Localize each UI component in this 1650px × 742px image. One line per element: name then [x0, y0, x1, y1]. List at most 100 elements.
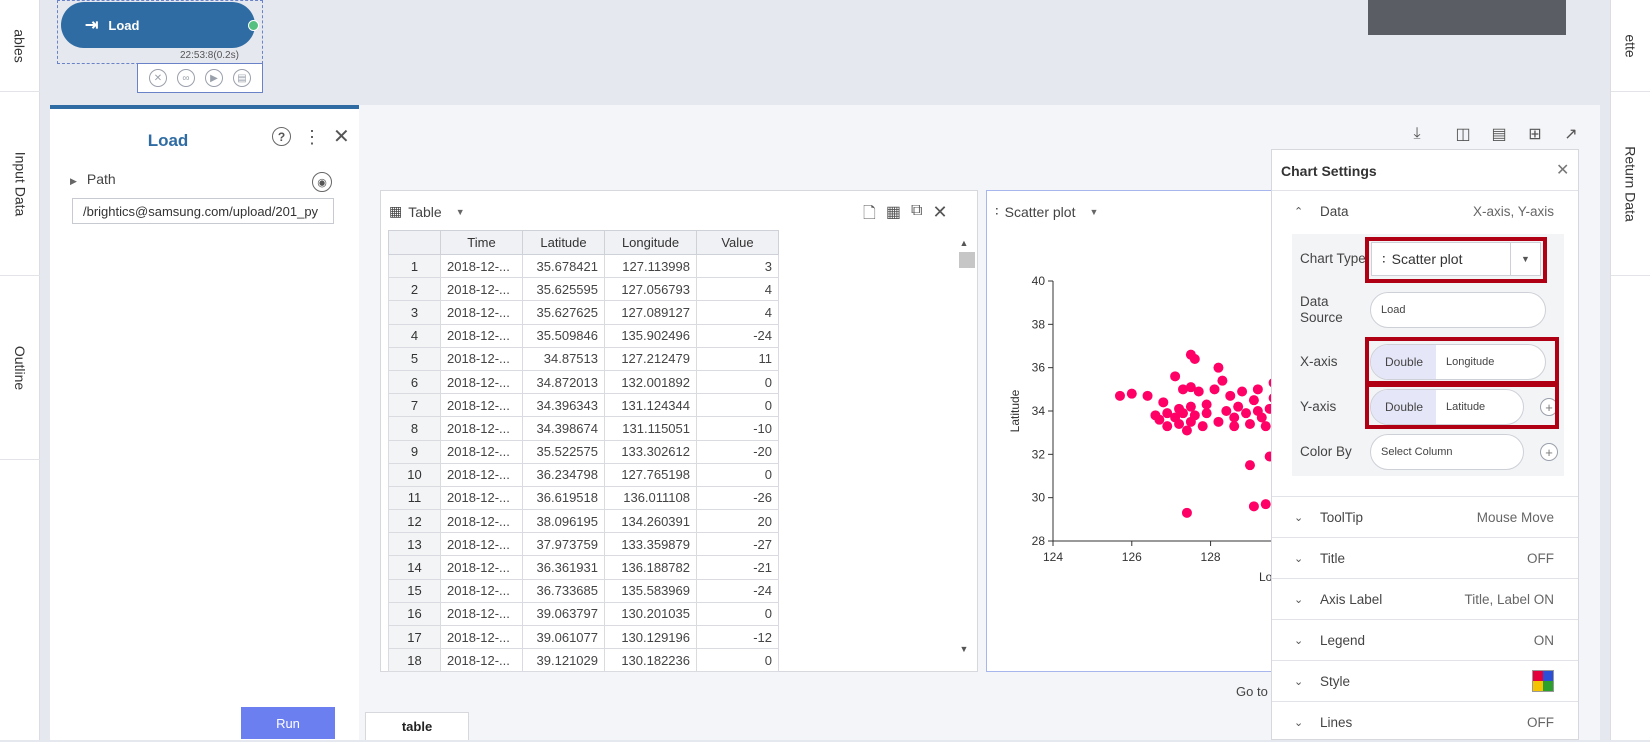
table-row[interactable]: 1 2018-12-... 35.678421 127.113998 3 [388, 253, 779, 279]
table-cell-idx[interactable]: 12 [388, 509, 441, 534]
scroll-thumb[interactable] [959, 252, 975, 268]
table-cell-val[interactable]: 0 [696, 648, 779, 673]
table-cell-lat[interactable]: 37.973759 [522, 532, 605, 557]
table-cell-idx[interactable]: 16 [388, 601, 441, 627]
table-cell-val[interactable]: -20 [696, 439, 779, 464]
table-row[interactable]: 7 2018-12-... 34.396343 131.124344 0 [388, 393, 779, 418]
table-cell-lon[interactable]: 135.902496 [604, 323, 697, 348]
section-tooltip[interactable]: ⌄ ToolTip Mouse Move [1272, 496, 1578, 537]
table-cell-val[interactable]: 0 [696, 601, 779, 627]
rail-tab-return-data[interactable]: Return Data [1611, 92, 1650, 276]
table-cell-lat[interactable]: 35.522575 [522, 439, 605, 464]
table-cell-idx[interactable]: 3 [388, 300, 441, 325]
download-icon[interactable]: ⤓ [1413, 125, 1421, 142]
table-cell-lat[interactable]: 34.396343 [522, 393, 605, 418]
header-time[interactable]: Time [440, 230, 523, 255]
rail-tab-variables[interactable]: ables [0, 0, 40, 92]
table-cell-time[interactable]: 2018-12-... [440, 300, 523, 325]
table-cell-idx[interactable]: 2 [388, 277, 441, 302]
table-cell-time[interactable]: 2018-12-... [440, 462, 523, 487]
table-cell-time[interactable]: 2018-12-... [440, 509, 523, 534]
table-cell-val[interactable]: -27 [696, 532, 779, 557]
table-cell-val[interactable]: -21 [696, 555, 779, 580]
table-cell-lat[interactable]: 39.061077 [522, 624, 605, 650]
table-cell-val[interactable]: 4 [696, 277, 779, 302]
goto-link[interactable]: Go to [1236, 684, 1268, 699]
section-data[interactable]: ⌃ Data X-axis, Y-axis [1272, 190, 1578, 231]
table-cell-val[interactable]: 20 [696, 509, 779, 534]
load-node[interactable]: ⇥ Load [61, 2, 259, 48]
table-cell-idx[interactable]: 4 [388, 323, 441, 348]
table-cell-lat[interactable]: 35.627625 [522, 300, 605, 325]
table-cell-lon[interactable]: 130.182236 [604, 648, 697, 673]
table-cell-lon[interactable]: 134.260391 [604, 509, 697, 534]
bottom-tab-table[interactable]: table [365, 712, 469, 740]
table-cell-lat[interactable]: 36.619518 [522, 485, 605, 511]
table-cell-time[interactable]: 2018-12-... [440, 648, 523, 673]
section-style[interactable]: ⌄ Style [1272, 660, 1578, 701]
table-row[interactable]: 13 2018-12-... 37.973759 133.359879 -27 [388, 532, 779, 557]
run-button[interactable]: Run [241, 707, 335, 739]
table-row[interactable]: 11 2018-12-... 36.619518 136.011108 -26 [388, 485, 779, 511]
close-icon[interactable]: ✕ [932, 202, 948, 222]
table-cell-lat[interactable]: 34.398674 [522, 416, 605, 441]
header-value[interactable]: Value [696, 230, 779, 255]
node-output-port[interactable] [248, 20, 259, 31]
minimap[interactable] [1368, 0, 1566, 35]
table-row[interactable]: 2 2018-12-... 35.625595 127.056793 4 [388, 277, 779, 302]
table-row[interactable]: 14 2018-12-... 36.361931 136.188782 -21 [388, 555, 779, 580]
column-settings-icon[interactable]: ▦ [885, 204, 901, 221]
table-cell-idx[interactable]: 7 [388, 393, 441, 418]
new-file-icon[interactable]: 🗋 [863, 205, 876, 222]
table-cell-val[interactable]: -26 [696, 485, 779, 511]
path-input[interactable] [72, 198, 334, 224]
globe-icon[interactable]: ◉ [312, 172, 332, 192]
table-cell-lat[interactable]: 36.361931 [522, 555, 605, 580]
grid-icon[interactable]: ⊞ [1528, 126, 1542, 143]
scatter-chart[interactable]: 28303234363840124126128130LatitudeLo [987, 231, 1276, 671]
table-row[interactable]: 4 2018-12-... 35.509846 135.902496 -24 [388, 323, 779, 348]
table-cell-val[interactable]: -24 [696, 323, 779, 348]
table-cell-lat[interactable]: 35.509846 [522, 323, 605, 348]
table-cell-time[interactable]: 2018-12-... [440, 323, 523, 348]
header-latitude[interactable]: Latitude [522, 230, 605, 255]
table-cell-lon[interactable]: 132.001892 [604, 369, 697, 395]
table-cell-time[interactable]: 2018-12-... [440, 346, 523, 371]
table-cell-lat[interactable]: 35.678421 [522, 253, 605, 279]
table-cell-lon[interactable]: 136.188782 [604, 555, 697, 580]
table-cell-val[interactable]: -24 [696, 578, 779, 603]
table-cell-idx[interactable]: 14 [388, 555, 441, 580]
table-cell-val[interactable]: 0 [696, 393, 779, 418]
table-cell-time[interactable]: 2018-12-... [440, 578, 523, 603]
chart-type-selector[interactable]: ∶ Scatter plot ▼ [995, 203, 1098, 220]
table-cell-time[interactable]: 2018-12-... [440, 624, 523, 650]
table-cell-idx[interactable]: 6 [388, 369, 441, 395]
table-cell-idx[interactable]: 18 [388, 648, 441, 673]
section-lines[interactable]: ⌄ Lines OFF [1272, 701, 1578, 742]
table-cell-val[interactable]: -12 [696, 624, 779, 650]
copy-icon[interactable]: ⧉ [911, 202, 923, 219]
table-cell-time[interactable]: 2018-12-... [440, 393, 523, 418]
table-row[interactable]: 16 2018-12-... 39.063797 130.201035 0 [388, 601, 779, 627]
y-axis-field[interactable]: Double Latitude [1370, 389, 1524, 425]
table-cell-lon[interactable]: 127.089127 [604, 300, 697, 325]
section-legend[interactable]: ⌄ Legend ON [1272, 619, 1578, 660]
play-icon[interactable]: ▶ [205, 69, 223, 87]
table-cell-lat[interactable]: 35.625595 [522, 277, 605, 302]
table-cell-lat[interactable]: 39.121029 [522, 648, 605, 673]
table-row[interactable]: 5 2018-12-... 34.87513 127.212479 11 [388, 346, 779, 371]
table-cell-time[interactable]: 2018-12-... [440, 416, 523, 441]
table-cell-lat[interactable]: 36.733685 [522, 578, 605, 603]
close-icon[interactable]: ✕ [1556, 162, 1570, 179]
table-cell-time[interactable]: 2018-12-... [440, 439, 523, 464]
table-cell-lon[interactable]: 133.359879 [604, 532, 697, 557]
table-view-selector[interactable]: ▦ Table ▼ [389, 203, 465, 220]
table-cell-val[interactable]: 4 [696, 300, 779, 325]
table-cell-val[interactable]: 11 [696, 346, 779, 371]
rail-tab-input-data[interactable]: Input Data [0, 92, 40, 276]
table-cell-idx[interactable]: 5 [388, 346, 441, 371]
rail-tab-palette[interactable]: ette [1611, 0, 1650, 92]
table-cell-time[interactable]: 2018-12-... [440, 369, 523, 395]
section-axis-label[interactable]: ⌄ Axis Label Title, Label ON [1272, 578, 1578, 619]
data-source-field[interactable]: Load [1370, 292, 1546, 328]
